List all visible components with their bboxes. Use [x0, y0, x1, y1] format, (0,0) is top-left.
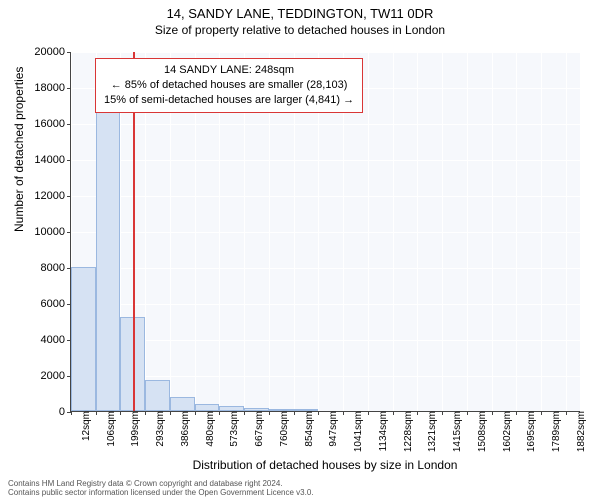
x-tick-label: 106sqm [100, 411, 117, 447]
x-tick-label: 199sqm [124, 411, 141, 447]
y-tick-label: 12000 [34, 190, 71, 202]
x-tick-mark [195, 411, 196, 415]
x-tick-mark [269, 411, 270, 415]
x-tick-mark [219, 411, 220, 415]
chart-container: 14, SANDY LANE, TEDDINGTON, TW11 0DR Siz… [0, 0, 600, 500]
x-tick-mark [318, 411, 319, 415]
x-tick-mark [393, 411, 394, 415]
chart-subtitle: Size of property relative to detached ho… [0, 21, 600, 37]
gridline-h [71, 52, 580, 53]
gridline-h [71, 268, 580, 269]
x-tick-mark [145, 411, 146, 415]
x-tick-mark [566, 411, 567, 415]
histogram-bar [96, 109, 121, 411]
gridline-h [71, 160, 580, 161]
gridline-v [368, 52, 369, 411]
gridline-h [71, 196, 580, 197]
x-tick-label: 1041sqm [347, 411, 364, 452]
footer-line-2: Contains public sector information licen… [8, 488, 592, 498]
x-tick-label: 947sqm [322, 411, 339, 447]
x-tick-label: 1321sqm [421, 411, 438, 452]
gridline-h [71, 376, 580, 377]
gridline-h [71, 340, 580, 341]
x-tick-mark [96, 411, 97, 415]
footer-attribution: Contains HM Land Registry data © Crown c… [8, 479, 592, 498]
x-tick-label: 1695sqm [520, 411, 537, 452]
histogram-bar [219, 406, 244, 411]
gridline-v [541, 52, 542, 411]
y-axis-label: Number of detached properties [12, 67, 26, 232]
x-tick-label: 1415sqm [446, 411, 463, 452]
histogram-bar [145, 380, 170, 411]
y-tick-label: 16000 [34, 118, 71, 130]
gridline-v [417, 52, 418, 411]
gridline-h [71, 124, 580, 125]
x-tick-label: 667sqm [248, 411, 265, 447]
x-tick-mark [244, 411, 245, 415]
x-tick-label: 1602sqm [496, 411, 513, 452]
x-tick-mark [71, 411, 72, 415]
histogram-bar [71, 267, 96, 411]
x-tick-label: 1134sqm [372, 411, 389, 451]
x-tick-mark [492, 411, 493, 415]
callout-line-2: ← 85% of detached houses are smaller (28… [104, 78, 354, 93]
y-tick-label: 20000 [34, 46, 71, 58]
histogram-bar [244, 408, 269, 411]
x-tick-mark [294, 411, 295, 415]
x-tick-mark [368, 411, 369, 415]
histogram-bar [195, 404, 220, 411]
callout-line-1: 14 SANDY LANE: 248sqm [104, 63, 354, 78]
x-tick-label: 386sqm [174, 411, 191, 447]
x-tick-label: 480sqm [199, 411, 216, 447]
x-tick-label: 1228sqm [397, 411, 414, 452]
gridline-h [71, 304, 580, 305]
gridline-v [566, 52, 567, 411]
gridline-v [467, 52, 468, 411]
callout-line-3: 15% of semi-detached houses are larger (… [104, 93, 354, 108]
y-tick-label: 14000 [34, 154, 71, 166]
x-tick-mark [170, 411, 171, 415]
x-tick-mark [120, 411, 121, 415]
x-tick-label: 1789sqm [545, 411, 562, 452]
histogram-bar [294, 409, 319, 411]
histogram-bar [170, 397, 195, 411]
plot-area: 0200040006000800010000120001400016000180… [70, 52, 580, 412]
x-tick-label: 293sqm [149, 411, 166, 447]
x-tick-label: 573sqm [223, 411, 240, 447]
footer-line-1: Contains HM Land Registry data © Crown c… [8, 479, 592, 489]
gridline-v [516, 52, 517, 411]
x-tick-label: 760sqm [273, 411, 290, 447]
x-tick-mark [442, 411, 443, 415]
gridline-v [393, 52, 394, 411]
x-tick-mark [417, 411, 418, 415]
x-tick-label: 1508sqm [471, 411, 488, 452]
histogram-bar [269, 409, 294, 411]
x-tick-mark [343, 411, 344, 415]
y-tick-label: 10000 [34, 226, 71, 238]
x-tick-label: 854sqm [298, 411, 315, 447]
y-tick-label: 18000 [34, 82, 71, 94]
x-tick-label: 1882sqm [570, 411, 587, 452]
x-tick-mark [516, 411, 517, 415]
x-axis-label: Distribution of detached houses by size … [70, 458, 580, 472]
x-tick-mark [541, 411, 542, 415]
gridline-v [442, 52, 443, 411]
x-tick-label: 12sqm [75, 411, 92, 441]
gridline-h [71, 232, 580, 233]
chart-title: 14, SANDY LANE, TEDDINGTON, TW11 0DR [0, 0, 600, 21]
callout-box: 14 SANDY LANE: 248sqm← 85% of detached h… [95, 58, 363, 113]
x-tick-mark [467, 411, 468, 415]
gridline-v [492, 52, 493, 411]
